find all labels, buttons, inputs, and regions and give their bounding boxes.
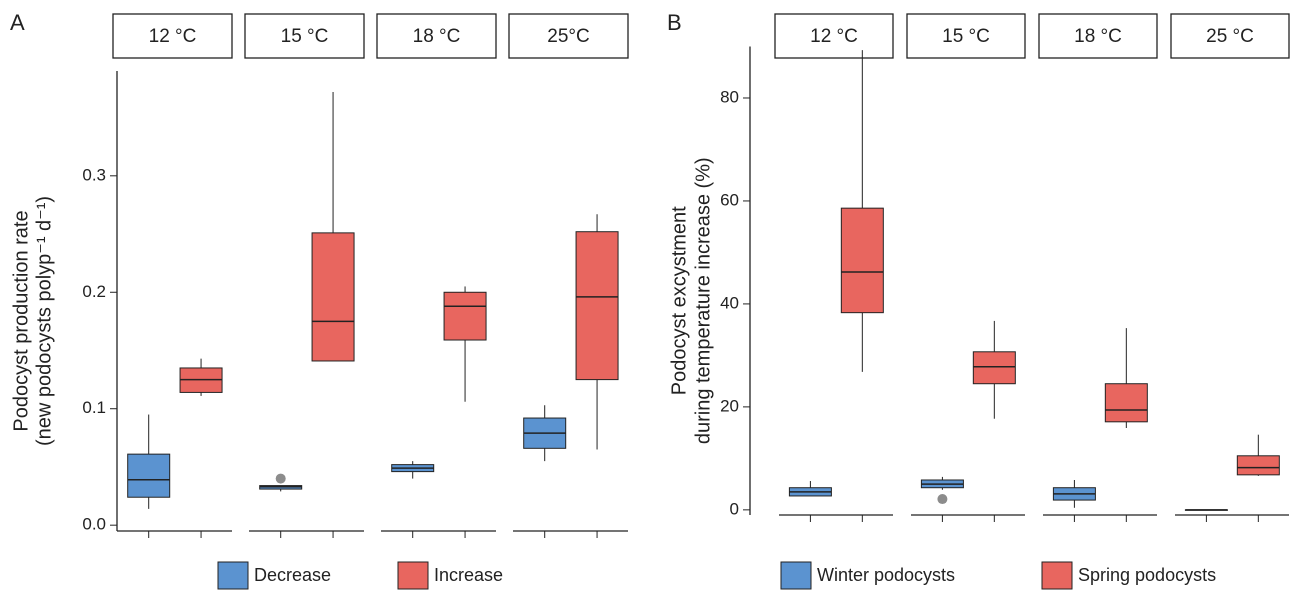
box	[575, 231, 619, 381]
facet-strip	[906, 13, 1026, 59]
facet-label: 15 °C	[281, 26, 329, 47]
y-tick-label: 0.2	[82, 282, 106, 301]
y-tick-label: 20	[720, 396, 739, 415]
legend-swatch	[217, 561, 249, 590]
legend-label: Spring podocysts	[1078, 565, 1216, 585]
box	[1236, 455, 1280, 476]
y-axis-label: during temperature increase (%)	[692, 157, 714, 444]
facet-label: 25°C	[547, 26, 589, 47]
outlier	[275, 473, 286, 484]
y-axis-label: (new podocysts polyp⁻¹ d⁻¹)	[33, 196, 55, 446]
y-tick-label: 40	[720, 293, 739, 312]
box	[972, 351, 1016, 385]
y-tick-label: 0.1	[82, 398, 106, 417]
facet-strip	[376, 13, 497, 59]
facet-label: 18 °C	[1074, 26, 1122, 47]
legend-swatch	[780, 561, 812, 590]
facet-strip	[1038, 13, 1158, 59]
facet-label: 12 °C	[810, 26, 858, 47]
panel-letter: B	[667, 10, 682, 35]
y-axis-label: Podocyst production rate	[10, 210, 32, 431]
facet-strip	[112, 13, 233, 59]
legend-label: Decrease	[254, 565, 331, 585]
facet-label: 12 °C	[149, 26, 197, 47]
box	[1104, 383, 1148, 423]
facet-strip	[508, 13, 629, 59]
outlier	[937, 494, 948, 505]
facet-label: 15 °C	[942, 26, 990, 47]
facet-strip	[1170, 13, 1290, 59]
facet-label: 25 °C	[1206, 26, 1254, 47]
legend-swatch	[1041, 561, 1073, 590]
box	[127, 453, 171, 498]
y-axis-label: Podocyst excystment	[668, 206, 690, 395]
facet-label: 18 °C	[413, 26, 461, 47]
legend-label: Increase	[434, 565, 503, 585]
y-tick-label: 0.3	[82, 165, 106, 184]
facet-strip	[774, 13, 894, 59]
legend-label: Winter podocysts	[817, 565, 955, 585]
legend-swatch	[397, 561, 429, 590]
y-tick-label: 0.0	[82, 515, 106, 534]
facet-strip	[244, 13, 365, 59]
box	[311, 232, 355, 362]
y-tick-label: 60	[720, 190, 739, 209]
y-tick-label: 80	[720, 87, 739, 106]
y-tick-label: 0	[730, 499, 739, 518]
box	[443, 291, 487, 341]
panel-letter: A	[10, 10, 25, 35]
box	[840, 207, 884, 314]
